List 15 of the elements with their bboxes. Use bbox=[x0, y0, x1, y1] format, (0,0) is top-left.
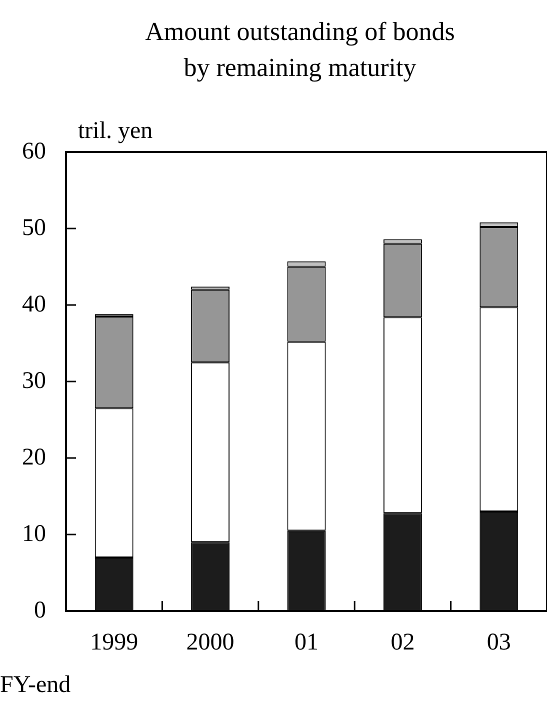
x-tick-label: 2000 bbox=[186, 630, 234, 656]
x-tick-label: 03 bbox=[486, 630, 511, 656]
x-tick-label: 01 bbox=[294, 630, 318, 656]
y-tick-label: 40 bbox=[22, 291, 46, 318]
chart-title: Amount outstanding of bonds by remaining maturity bbox=[144, 16, 456, 84]
x-axis-title: FY-end bbox=[0, 672, 71, 699]
y-axis-title: tril. yen bbox=[78, 118, 153, 145]
y-tick-label: 10 bbox=[22, 520, 46, 547]
y-tick-label: 30 bbox=[22, 368, 46, 394]
y-tick-label: 20 bbox=[22, 444, 46, 470]
y-tick-label: 0 bbox=[34, 597, 46, 624]
y-tick-label: 50 bbox=[22, 214, 46, 241]
x-tick-label: 1999 bbox=[90, 630, 138, 656]
x-tick-label: 02 bbox=[390, 630, 415, 656]
y-tick-label: 60 bbox=[22, 138, 46, 164]
